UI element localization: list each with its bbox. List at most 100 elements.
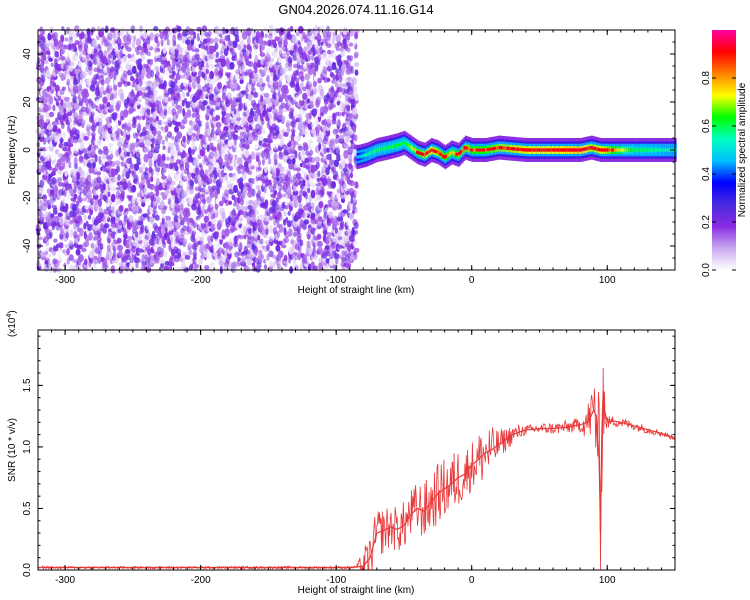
noise-cell [178, 53, 185, 60]
noise-cell [80, 106, 87, 113]
noise-cell [278, 151, 283, 158]
noise-cell [269, 224, 274, 234]
noise-cell [107, 258, 111, 267]
signal-peak-cell [516, 147, 520, 151]
noise-cell [110, 160, 116, 168]
noise-cell [261, 193, 266, 200]
noise-cell [150, 143, 154, 148]
noise-cell [174, 78, 178, 84]
noise-cell [51, 204, 57, 210]
noise-cell [86, 162, 93, 168]
noise-cell [87, 214, 92, 220]
noise-cell [89, 258, 94, 264]
noise-cell [283, 254, 288, 262]
noise-cell [145, 265, 152, 273]
noise-cell [102, 215, 107, 224]
noise-cell [126, 119, 133, 128]
noise-cell [204, 265, 210, 270]
signal-cell [395, 143, 398, 148]
noise-cell [201, 25, 208, 33]
noise-cell [186, 91, 190, 97]
noise-cell [346, 105, 351, 112]
signal-peak-cell [421, 152, 425, 156]
noise-cell [163, 265, 170, 271]
noise-cell [144, 147, 149, 153]
noise-cell [258, 214, 264, 221]
noise-cell [236, 110, 241, 119]
noise-cell [269, 150, 273, 155]
signal-cell [452, 151, 455, 155]
noise-cell [138, 262, 142, 269]
noise-cell [90, 151, 96, 159]
noise-cell [208, 151, 215, 157]
noise-cell [120, 110, 125, 119]
signal-peak-cell [444, 154, 448, 158]
noise-cell [264, 166, 268, 174]
noise-cell [193, 158, 199, 167]
noise-cell [171, 180, 176, 186]
noise-cell [68, 161, 72, 169]
noise-cell [125, 249, 131, 254]
noise-cell [200, 104, 206, 111]
noise-cell [248, 53, 252, 60]
noise-cell [154, 214, 160, 221]
signal-peak-cell [459, 150, 463, 154]
noise-cell [77, 234, 81, 242]
noise-cell [137, 123, 142, 132]
noise-cell [216, 97, 222, 103]
noise-cell [149, 216, 155, 223]
noise-cell [117, 244, 124, 251]
noise-cell [131, 184, 137, 193]
noise-cell [122, 181, 128, 190]
noise-cell [75, 248, 81, 256]
noise-cell [326, 25, 330, 32]
noise-cell [161, 166, 167, 174]
noise-cell [237, 157, 243, 166]
noise-cell [188, 166, 194, 173]
signal-cell [376, 148, 379, 152]
noise-cell [138, 86, 144, 92]
noise-cell [314, 156, 321, 163]
noise-cell [85, 98, 89, 107]
noise-cell [257, 249, 263, 255]
noise-cell [201, 92, 205, 101]
noise-cell [93, 235, 99, 241]
noise-cell [316, 132, 323, 138]
noise-cell [269, 57, 275, 63]
noise-cell [83, 89, 89, 94]
noise-cell [298, 120, 303, 128]
noise-cell [290, 128, 296, 134]
noise-cell [54, 84, 61, 93]
noise-cell [192, 165, 196, 174]
noise-cell [40, 114, 44, 121]
noise-cell [54, 148, 60, 155]
noise-cell [315, 161, 320, 169]
noise-cell [120, 190, 126, 200]
noise-cell [343, 183, 348, 191]
noise-cell [307, 187, 311, 194]
noise-cell [195, 113, 201, 119]
noise-cell [135, 38, 142, 47]
noise-cell [303, 219, 310, 225]
noise-cell [169, 265, 173, 271]
noise-cell [338, 230, 342, 238]
noise-cell [136, 90, 143, 97]
noise-cell [203, 215, 210, 223]
noise-cell [326, 176, 331, 185]
noise-cell [52, 82, 57, 88]
noise-cell [239, 242, 243, 252]
noise-cell [64, 203, 69, 212]
noise-cell [43, 104, 49, 113]
noise-cell [306, 240, 311, 248]
noise-cell [50, 74, 54, 81]
noise-cell [188, 197, 194, 206]
noise-cell [135, 257, 140, 264]
noise-cell [293, 251, 298, 256]
noise-cell [47, 253, 52, 258]
noise-cell [266, 244, 270, 252]
noise-cell [310, 142, 316, 148]
signal-cell [374, 149, 376, 153]
noise-cell [213, 37, 219, 44]
noise-cell [335, 34, 342, 43]
noise-cell [198, 120, 203, 128]
